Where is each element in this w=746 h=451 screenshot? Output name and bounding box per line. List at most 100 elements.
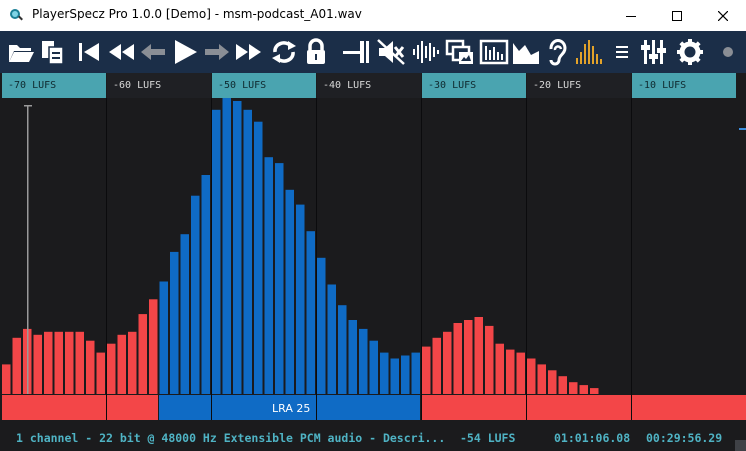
column-divider	[211, 98, 212, 420]
status-dot-icon	[723, 47, 733, 57]
histogram-bar	[474, 317, 483, 394]
histogram-bar	[485, 325, 494, 394]
column-header: -70 LUFS	[2, 73, 106, 98]
waveform-icon	[413, 41, 439, 63]
histogram-bar	[170, 251, 179, 394]
skip-start-button[interactable]	[74, 35, 104, 69]
column-header: -20 LUFS	[527, 73, 631, 98]
histogram-bar	[506, 349, 515, 394]
marker-button[interactable]	[340, 35, 372, 69]
windows-button[interactable]	[444, 35, 476, 69]
windows-icon	[445, 39, 473, 64]
settings-button[interactable]	[674, 35, 706, 69]
maximize-button[interactable]	[654, 0, 700, 31]
histogram-bar	[548, 370, 557, 394]
histogram-bar	[96, 352, 105, 394]
copy-files-icon	[42, 41, 64, 65]
step-back-button[interactable]	[137, 35, 169, 69]
column-divider	[631, 98, 632, 420]
histogram-bar	[590, 388, 599, 394]
histogram-button[interactable]	[573, 35, 605, 69]
minimize-icon	[626, 15, 636, 17]
column-header: -60 LUFS	[107, 73, 211, 98]
histogram-bar	[579, 385, 588, 394]
histogram-bar	[54, 331, 63, 394]
histogram-bar	[327, 284, 336, 394]
peak-marker-cap	[24, 105, 32, 107]
title-bar: PlayerSpecz Pro 1.0.0 [Demo] - msm-podca…	[0, 0, 746, 31]
fast-forward-icon	[236, 44, 261, 60]
histogram-bar	[432, 337, 441, 394]
histogram-bar	[149, 299, 158, 394]
mixer-icon	[641, 40, 666, 64]
column-header: -50 LUFS	[212, 73, 316, 98]
area-graph-icon	[513, 43, 539, 64]
histogram-bar	[44, 331, 53, 394]
step-forward-button[interactable]	[201, 35, 233, 69]
band-above-range	[422, 395, 746, 420]
lra-label: LRA 25	[272, 402, 311, 415]
area-graph-button[interactable]	[510, 35, 542, 69]
status-bar: 1 channel - 22 bit @ 48000 Hz Extensible…	[0, 421, 746, 451]
skip-start-icon	[79, 43, 99, 61]
mute-button[interactable]	[375, 35, 407, 69]
histogram-bar	[2, 364, 11, 394]
histogram-bar	[275, 163, 284, 394]
mute-icon	[377, 39, 405, 65]
lock-icon	[307, 38, 325, 64]
loop-button[interactable]	[268, 35, 300, 69]
loudness-histogram: -70 LUFS -60 LUFS -50 LUFS -40 LUFS -30 LUFS…	[0, 73, 746, 421]
waveform-button[interactable]	[410, 35, 442, 69]
lock-button[interactable]	[302, 35, 330, 69]
histogram-bar	[264, 157, 273, 394]
rewind-button[interactable]	[105, 35, 137, 69]
column-divider	[526, 98, 527, 420]
menu-icon	[616, 46, 628, 58]
histogram-bar	[348, 320, 357, 394]
minimize-button[interactable]	[608, 0, 654, 31]
histogram-bar	[12, 337, 21, 394]
copy-button[interactable]	[38, 35, 68, 69]
spectrum-button[interactable]	[478, 35, 510, 69]
histogram-bar	[411, 352, 420, 394]
ear-button[interactable]	[543, 35, 571, 69]
column-header: -30 LUFS	[422, 73, 526, 98]
histogram-bar	[317, 257, 326, 394]
open-button[interactable]	[6, 35, 36, 69]
histogram-bar	[107, 343, 116, 394]
histogram-bar	[369, 340, 378, 394]
histogram-bar	[516, 352, 525, 394]
audio-format-text: 1 channel - 22 bit @ 48000 Hz Extensible…	[16, 431, 446, 445]
marker-icon	[343, 41, 369, 63]
play-button[interactable]	[170, 35, 200, 69]
histogram-bar	[243, 109, 252, 395]
histogram-bar	[159, 281, 168, 394]
rewind-icon	[109, 44, 134, 60]
column-divider	[421, 98, 422, 420]
histogram-bar	[222, 98, 231, 394]
resize-grip[interactable]	[735, 440, 746, 451]
histogram-bar	[201, 175, 210, 394]
close-button[interactable]	[700, 0, 746, 31]
histogram-bar	[537, 364, 546, 394]
scroll-indicator	[739, 128, 746, 130]
column-header: -40 LUFS	[317, 73, 421, 98]
histogram-bar	[390, 358, 399, 394]
histogram-bar	[117, 334, 126, 394]
step-forward-icon	[205, 44, 229, 60]
magnifier-app-icon	[10, 9, 23, 21]
menu-button[interactable]	[612, 35, 632, 69]
fast-forward-button[interactable]	[233, 35, 265, 69]
spectrum-icon	[479, 39, 509, 65]
mixer-button[interactable]	[638, 35, 670, 69]
step-back-icon	[141, 44, 165, 60]
histogram-bar	[380, 352, 389, 394]
open-folder-icon	[9, 45, 34, 62]
duration-time: 00:29:56.29	[646, 431, 723, 445]
histogram-bar	[464, 320, 473, 394]
histogram-bar	[75, 331, 84, 394]
position-time: 01:01:06.08	[554, 431, 631, 445]
histogram-bar	[443, 331, 452, 394]
column-divider	[316, 98, 317, 420]
status-indicator	[718, 35, 738, 69]
